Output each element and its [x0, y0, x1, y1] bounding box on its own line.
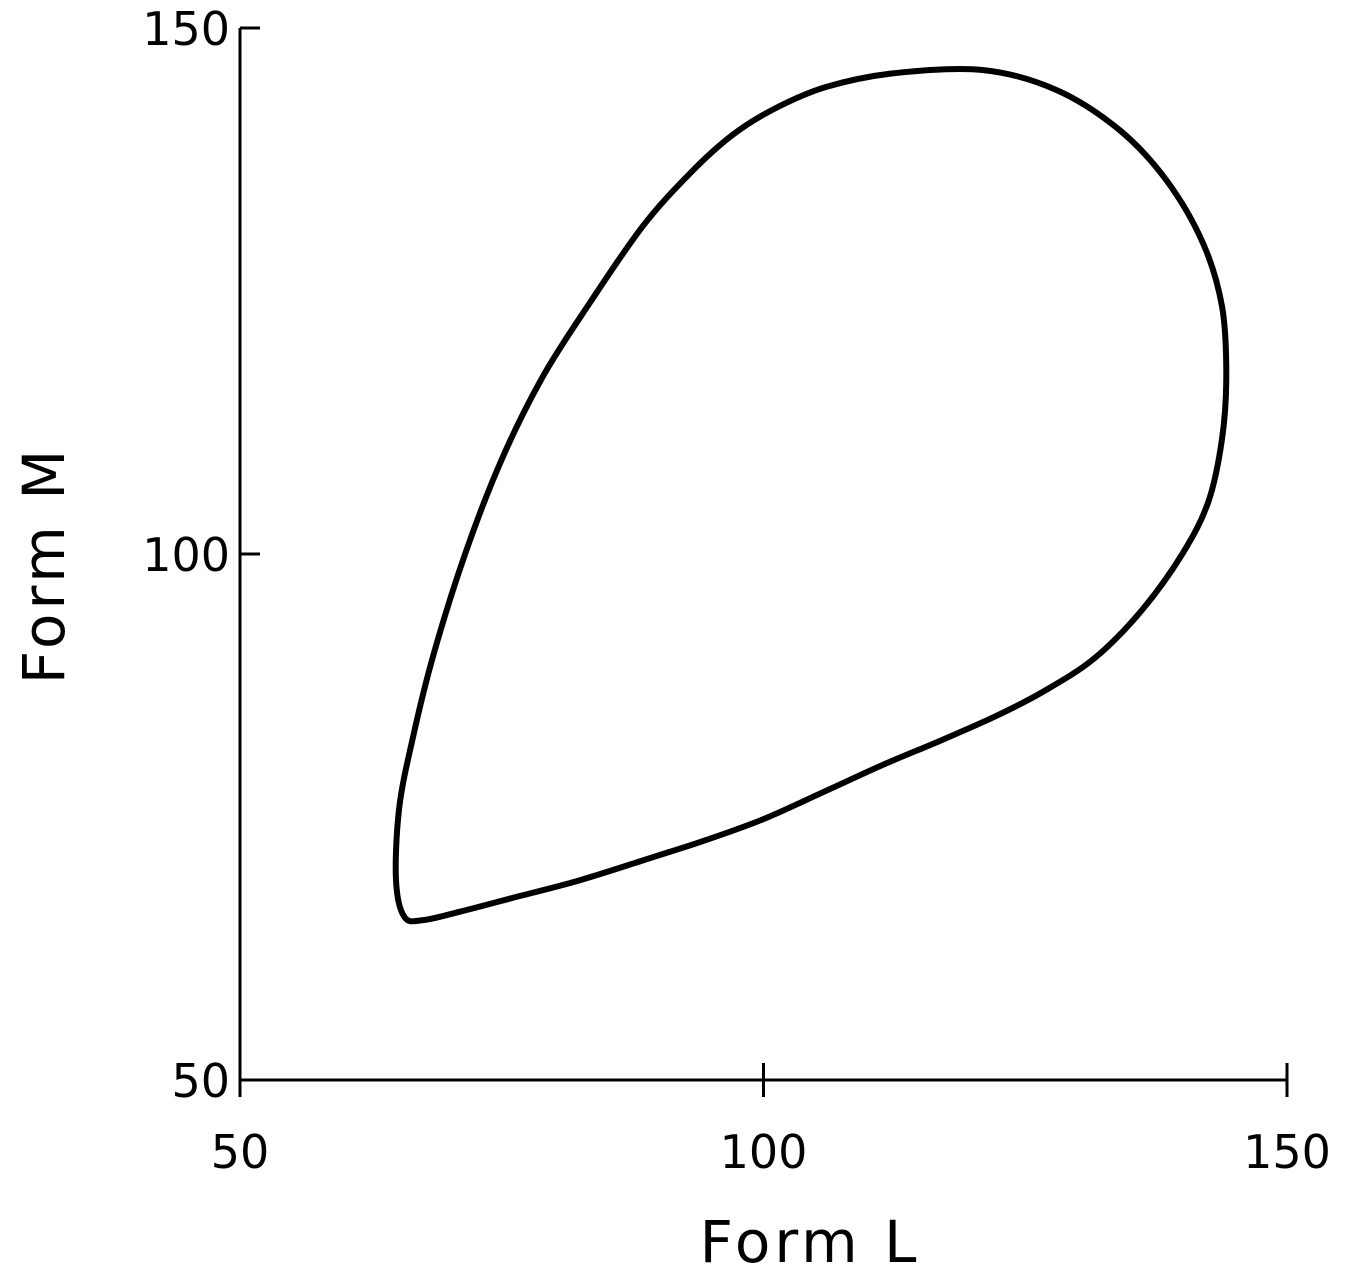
x-tick-label: 100	[720, 1125, 808, 1179]
axes: 50 100 150 50 100 150	[142, 2, 1331, 1179]
x-tick-label: 150	[1243, 1125, 1331, 1179]
y-tick-label: 100	[142, 528, 230, 582]
series-line	[392, 66, 1230, 925]
y-axis-title: Form M	[10, 446, 78, 685]
x-tick-label: 50	[211, 1125, 270, 1179]
x-axis-title: Form L	[700, 1208, 921, 1274]
y-tick-label: 150	[142, 2, 230, 56]
y-tick-label: 50	[171, 1054, 230, 1108]
chart-marks	[392, 66, 1230, 925]
